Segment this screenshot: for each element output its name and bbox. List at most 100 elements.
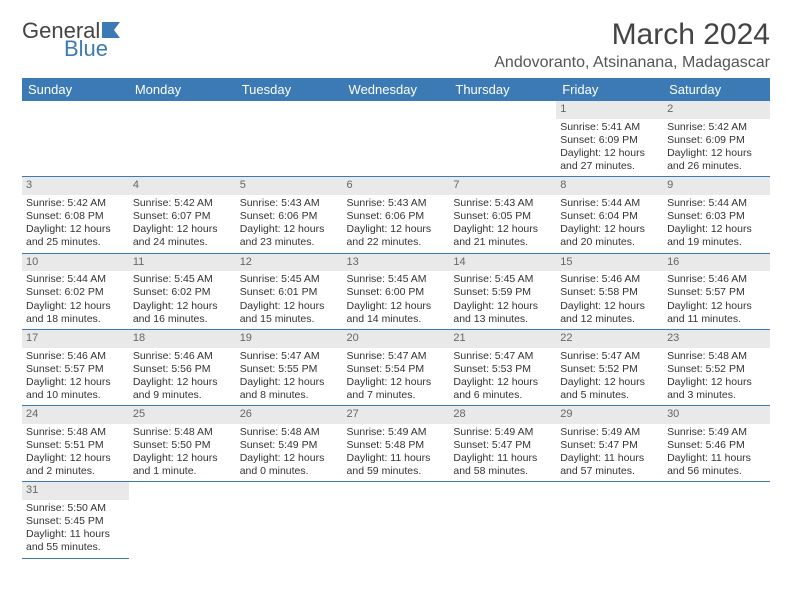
day1-line: Daylight: 12 hours — [667, 223, 766, 236]
day2-line: and 57 minutes. — [560, 465, 659, 478]
cell-body: Sunrise: 5:47 AMSunset: 5:55 PMDaylight:… — [236, 348, 343, 406]
sunset-line: Sunset: 5:55 PM — [240, 363, 339, 376]
cell-body: Sunrise: 5:47 AMSunset: 5:54 PMDaylight:… — [343, 348, 450, 406]
sunrise-line: Sunrise: 5:45 AM — [453, 273, 552, 286]
brand-logo: General Blue — [22, 18, 124, 44]
sunrise-line: Sunrise: 5:43 AM — [347, 197, 446, 210]
day2-line: and 13 minutes. — [453, 313, 552, 326]
cell-body: Sunrise: 5:48 AMSunset: 5:49 PMDaylight:… — [236, 424, 343, 482]
day-number: 24 — [22, 406, 129, 424]
day-number: 28 — [449, 406, 556, 424]
sunrise-line: Sunrise: 5:46 AM — [133, 350, 232, 363]
location: Andovoranto, Atsinanana, Madagascar — [494, 54, 770, 72]
day-number: 29 — [556, 406, 663, 424]
sunset-line: Sunset: 6:03 PM — [667, 210, 766, 223]
day1-line: Daylight: 12 hours — [347, 300, 446, 313]
sunrise-line: Sunrise: 5:49 AM — [347, 426, 446, 439]
cell-body: Sunrise: 5:49 AMSunset: 5:47 PMDaylight:… — [449, 424, 556, 482]
calendar-cell: 15Sunrise: 5:46 AMSunset: 5:58 PMDayligh… — [556, 253, 663, 329]
day1-line: Daylight: 11 hours — [26, 528, 125, 541]
day1-line: Daylight: 12 hours — [347, 223, 446, 236]
cell-body: Sunrise: 5:45 AMSunset: 6:00 PMDaylight:… — [343, 271, 450, 329]
day1-line: Daylight: 12 hours — [667, 376, 766, 389]
calendar-cell — [22, 101, 129, 177]
day1-line: Daylight: 11 hours — [560, 452, 659, 465]
sunset-line: Sunset: 6:06 PM — [347, 210, 446, 223]
calendar-week: 1Sunrise: 5:41 AMSunset: 6:09 PMDaylight… — [22, 101, 770, 177]
calendar-cell: 14Sunrise: 5:45 AMSunset: 5:59 PMDayligh… — [449, 253, 556, 329]
sunset-line: Sunset: 5:57 PM — [667, 286, 766, 299]
cell-body: Sunrise: 5:50 AMSunset: 5:45 PMDaylight:… — [22, 500, 129, 558]
calendar-cell — [556, 482, 663, 558]
day-number: 5 — [236, 177, 343, 195]
day1-line: Daylight: 12 hours — [453, 376, 552, 389]
sunset-line: Sunset: 6:02 PM — [133, 286, 232, 299]
day-number: 7 — [449, 177, 556, 195]
day1-line: Daylight: 11 hours — [453, 452, 552, 465]
calendar-cell: 6Sunrise: 5:43 AMSunset: 6:06 PMDaylight… — [343, 177, 450, 253]
day1-line: Daylight: 12 hours — [347, 376, 446, 389]
calendar-week: 10Sunrise: 5:44 AM Sunset: 6:02 PM Dayligh… — [22, 253, 770, 329]
day-number: 9 — [663, 177, 770, 195]
calendar-cell: 1Sunrise: 5:41 AMSunset: 6:09 PMDaylight… — [556, 101, 663, 177]
sunrise-line: Sunrise: 5:49 AM — [560, 426, 659, 439]
day-number: 3 — [22, 177, 129, 195]
sunrise-line: Sunrise: 5:45 AM — [133, 273, 232, 286]
calendar-cell — [236, 101, 343, 177]
calendar-cell: 27Sunrise: 5:49 AMSunset: 5:48 PMDayligh… — [343, 406, 450, 482]
calendar-cell — [343, 101, 450, 177]
day2-line: and 0 minutes. — [240, 465, 339, 478]
calendar-cell: 9Sunrise: 5:44 AMSunset: 6:03 PMDaylight… — [663, 177, 770, 253]
cell-body: Sunrise: 5:45 AMSunset: 6:01 PMDaylight:… — [236, 271, 343, 329]
day-number: 14 — [449, 254, 556, 272]
day2-line: and 15 minutes. — [240, 313, 339, 326]
cell-body: Sunrise: 5:47 AMSunset: 5:52 PMDaylight:… — [556, 348, 663, 406]
calendar-cell: 31Sunrise: 5:50 AMSunset: 5:45 PMDayligh… — [22, 482, 129, 558]
day-number: 20 — [343, 330, 450, 348]
calendar-week: 3Sunrise: 5:42 AMSunset: 6:08 PMDaylight… — [22, 177, 770, 253]
day2-line: and 56 minutes. — [667, 465, 766, 478]
cell-body: Sunrise: 5:46 AMSunset: 5:56 PMDaylight:… — [129, 348, 236, 406]
calendar-cell: 5Sunrise: 5:43 AMSunset: 6:06 PMDaylight… — [236, 177, 343, 253]
day1-line: Daylight: 12 hours — [240, 452, 339, 465]
cell-body: Sunrise: 5:48 AMSunset: 5:50 PMDaylight:… — [129, 424, 236, 482]
day1-line: Daylight: 12 hours — [133, 223, 232, 236]
day-number: 12 — [236, 254, 343, 272]
cell-body: Sunrise: 5:45 AMSunset: 5:59 PMDaylight:… — [449, 271, 556, 329]
sunrise-line: Sunrise: 5:46 AM — [667, 273, 766, 286]
day-header: Tuesday — [236, 78, 343, 101]
day1-line: Daylight: 11 hours — [347, 452, 446, 465]
cell-body: Sunrise: 5:41 AMSunset: 6:09 PMDaylight:… — [556, 119, 663, 177]
cell-body: Sunrise: 5:42 AMSunset: 6:09 PMDaylight:… — [663, 119, 770, 177]
sunset-line: Sunset: 6:04 PM — [560, 210, 659, 223]
calendar-cell: 17Sunrise: 5:46 AMSunset: 5:57 PMDayligh… — [22, 329, 129, 405]
sunrise-line: Sunrise: 5:48 AM — [133, 426, 232, 439]
day-number: 10 — [22, 254, 129, 272]
sunset-line: Sunset: 5:58 PM — [560, 286, 659, 299]
sunset-line: Sunset: 5:51 PM — [26, 439, 125, 452]
day-header-row: SundayMondayTuesdayWednesdayThursdayFrid… — [22, 78, 770, 101]
day2-line: and 24 minutes. — [133, 236, 232, 249]
day2-line: and 10 minutes. — [26, 389, 125, 402]
calendar-cell: 12Sunrise: 5:45 AMSunset: 6:01 PMDayligh… — [236, 253, 343, 329]
day-header: Wednesday — [343, 78, 450, 101]
sunrise-line: Sunrise: 5:48 AM — [240, 426, 339, 439]
sunrise-line: Sunrise: 5:45 AM — [347, 273, 446, 286]
month-title: March 2024 — [494, 18, 770, 52]
calendar-cell: 2Sunrise: 5:42 AMSunset: 6:09 PMDaylight… — [663, 101, 770, 177]
day2-line: and 14 minutes. — [347, 313, 446, 326]
title-block: March 2024 Andovoranto, Atsinanana, Mada… — [494, 18, 770, 72]
sunrise-line: Sunrise: 5:47 AM — [240, 350, 339, 363]
day-number: 19 — [236, 330, 343, 348]
sunrise-line: Sunrise: 5:44 AM — [26, 273, 125, 286]
day-number: 18 — [129, 330, 236, 348]
cell-body: Sunrise: 5:46 AMSunset: 5:57 PMDaylight:… — [22, 348, 129, 406]
day1-line: Daylight: 12 hours — [240, 300, 339, 313]
cell-body: Sunrise: 5:48 AMSunset: 5:52 PMDaylight:… — [663, 348, 770, 406]
day1-line: Daylight: 12 hours — [26, 452, 125, 465]
sunrise-line: Sunrise: 5:46 AM — [560, 273, 659, 286]
calendar-cell — [343, 482, 450, 558]
sunrise-line: Sunrise: 5:49 AM — [667, 426, 766, 439]
calendar-week: 17Sunrise: 5:46 AMSunset: 5:57 PMDayligh… — [22, 329, 770, 405]
day2-line: and 58 minutes. — [453, 465, 552, 478]
